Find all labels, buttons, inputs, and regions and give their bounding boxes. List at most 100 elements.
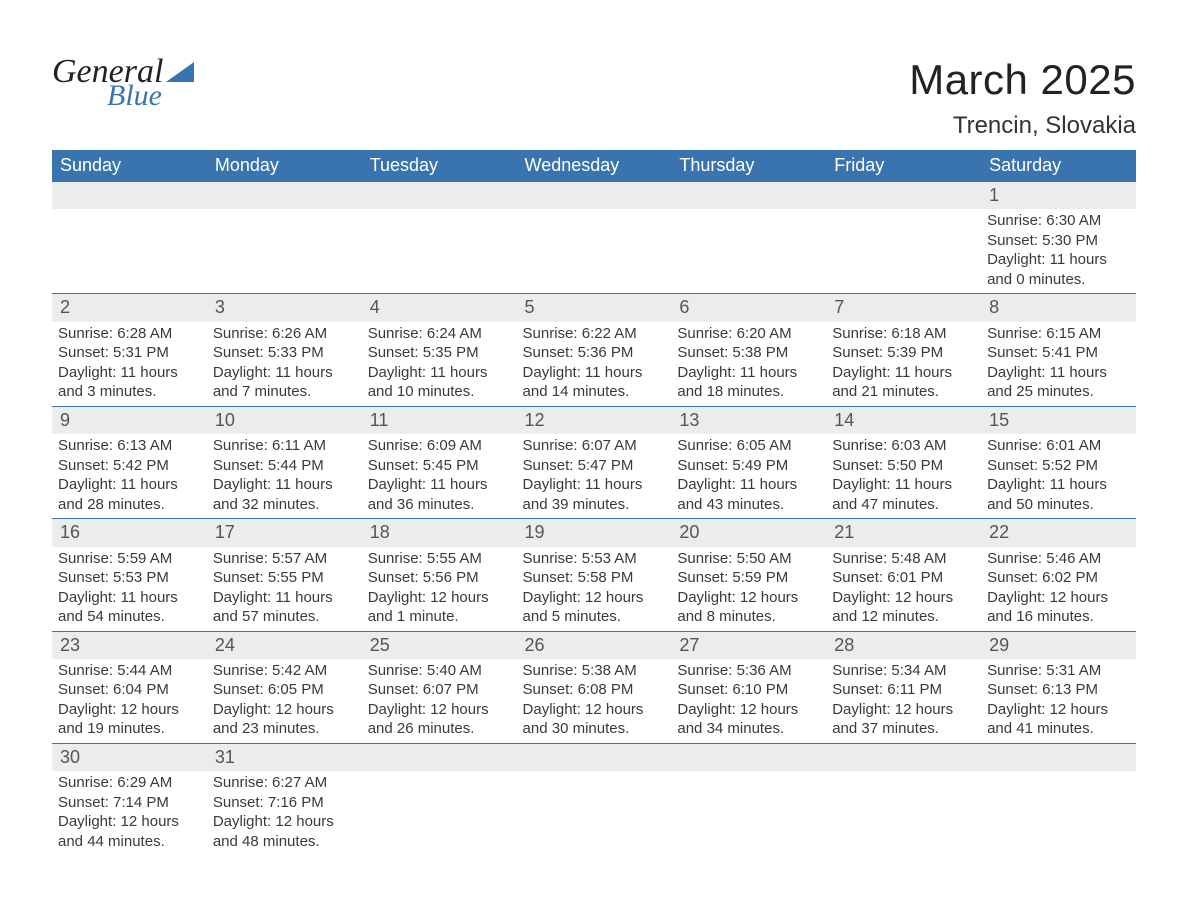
day-detail-cell — [207, 209, 362, 294]
daylight-line2: and 32 minutes. — [213, 495, 356, 515]
sunset: Sunset: 5:31 PM — [58, 343, 201, 363]
day-number-cell: 21 — [826, 519, 981, 547]
day-detail-cell: Sunrise: 6:29 AMSunset: 7:14 PMDaylight:… — [52, 771, 207, 855]
daylight-line1: Daylight: 12 hours — [58, 812, 201, 832]
sunrise: Sunrise: 5:59 AM — [58, 549, 201, 569]
daylight-line1: Daylight: 11 hours — [832, 475, 975, 495]
sunrise: Sunrise: 6:03 AM — [832, 436, 975, 456]
sunset: Sunset: 6:10 PM — [677, 680, 820, 700]
sunrise: Sunrise: 6:18 AM — [832, 324, 975, 344]
day-number-cell — [517, 743, 672, 771]
daylight-line1: Daylight: 12 hours — [368, 700, 511, 720]
day-detail-cell: Sunrise: 6:03 AMSunset: 5:50 PMDaylight:… — [826, 434, 981, 519]
col-header: Saturday — [981, 150, 1136, 182]
sunrise: Sunrise: 5:50 AM — [677, 549, 820, 569]
daylight-line1: Daylight: 11 hours — [213, 588, 356, 608]
daylight-line2: and 7 minutes. — [213, 382, 356, 402]
day-detail-cell — [517, 771, 672, 855]
daylight-line1: Daylight: 12 hours — [58, 700, 201, 720]
daylight-line1: Daylight: 12 hours — [368, 588, 511, 608]
sunset: Sunset: 5:45 PM — [368, 456, 511, 476]
day-detail-cell: Sunrise: 6:28 AMSunset: 5:31 PMDaylight:… — [52, 322, 207, 407]
daylight-line1: Daylight: 11 hours — [987, 475, 1130, 495]
day-number-cell — [52, 182, 207, 209]
sunset: Sunset: 5:30 PM — [987, 231, 1130, 251]
daylight-line2: and 25 minutes. — [987, 382, 1130, 402]
sunrise: Sunrise: 6:28 AM — [58, 324, 201, 344]
sunset: Sunset: 5:50 PM — [832, 456, 975, 476]
sunrise: Sunrise: 6:29 AM — [58, 773, 201, 793]
daylight-line2: and 43 minutes. — [677, 495, 820, 515]
sunrise: Sunrise: 5:55 AM — [368, 549, 511, 569]
day-detail-cell: Sunrise: 6:07 AMSunset: 5:47 PMDaylight:… — [517, 434, 672, 519]
day-number-cell: 20 — [671, 519, 826, 547]
sunrise: Sunrise: 6:09 AM — [368, 436, 511, 456]
daylight-line1: Daylight: 12 hours — [523, 588, 666, 608]
daylight-line2: and 41 minutes. — [987, 719, 1130, 739]
sunset: Sunset: 6:02 PM — [987, 568, 1130, 588]
daylight-line2: and 26 minutes. — [368, 719, 511, 739]
sunset: Sunset: 5:53 PM — [58, 568, 201, 588]
daylight-line1: Daylight: 11 hours — [213, 475, 356, 495]
day-detail-cell: Sunrise: 5:53 AMSunset: 5:58 PMDaylight:… — [517, 547, 672, 632]
daylight-line1: Daylight: 12 hours — [832, 700, 975, 720]
calendar-body: 1 Sunrise: 6:30 AMSunset: 5:30 PMDayligh… — [52, 182, 1136, 855]
daylight-line2: and 36 minutes. — [368, 495, 511, 515]
col-header: Wednesday — [517, 150, 672, 182]
day-detail-cell: Sunrise: 6:30 AMSunset: 5:30 PMDaylight:… — [981, 209, 1136, 294]
sunset: Sunset: 6:01 PM — [832, 568, 975, 588]
day-detail-cell: Sunrise: 6:01 AMSunset: 5:52 PMDaylight:… — [981, 434, 1136, 519]
day-detail-cell — [671, 209, 826, 294]
daylight-line1: Daylight: 12 hours — [677, 588, 820, 608]
daylight-line2: and 57 minutes. — [213, 607, 356, 627]
daylight-line2: and 34 minutes. — [677, 719, 820, 739]
day-number-cell: 4 — [362, 294, 517, 322]
day-number-cell: 28 — [826, 631, 981, 659]
daylight-line1: Daylight: 11 hours — [832, 363, 975, 383]
day-detail-cell: Sunrise: 6:11 AMSunset: 5:44 PMDaylight:… — [207, 434, 362, 519]
day-number-cell — [981, 743, 1136, 771]
sunset: Sunset: 5:39 PM — [832, 343, 975, 363]
day-number-cell: 14 — [826, 406, 981, 434]
daylight-line2: and 39 minutes. — [523, 495, 666, 515]
day-number-cell: 22 — [981, 519, 1136, 547]
day-detail-cell — [52, 209, 207, 294]
sunrise: Sunrise: 5:34 AM — [832, 661, 975, 681]
day-detail-cell: Sunrise: 5:34 AMSunset: 6:11 PMDaylight:… — [826, 659, 981, 744]
daylight-line1: Daylight: 11 hours — [677, 363, 820, 383]
logo-triangle-icon — [166, 62, 194, 82]
calendar-head: SundayMondayTuesdayWednesdayThursdayFrid… — [52, 150, 1136, 182]
sunrise: Sunrise: 5:48 AM — [832, 549, 975, 569]
day-detail-cell: Sunrise: 5:55 AMSunset: 5:56 PMDaylight:… — [362, 547, 517, 632]
day-detail-cell: Sunrise: 6:26 AMSunset: 5:33 PMDaylight:… — [207, 322, 362, 407]
col-header: Thursday — [671, 150, 826, 182]
daylight-line2: and 18 minutes. — [677, 382, 820, 402]
sunrise: Sunrise: 5:36 AM — [677, 661, 820, 681]
day-number-cell: 18 — [362, 519, 517, 547]
daylight-line1: Daylight: 12 hours — [987, 588, 1130, 608]
sunrise: Sunrise: 6:15 AM — [987, 324, 1130, 344]
sunrise: Sunrise: 6:11 AM — [213, 436, 356, 456]
sunset: Sunset: 6:11 PM — [832, 680, 975, 700]
day-number-cell: 6 — [671, 294, 826, 322]
daylight-line2: and 47 minutes. — [832, 495, 975, 515]
sunrise: Sunrise: 6:05 AM — [677, 436, 820, 456]
day-number-cell: 12 — [517, 406, 672, 434]
day-number-cell: 31 — [207, 743, 362, 771]
daylight-line1: Daylight: 11 hours — [987, 363, 1130, 383]
day-number-cell — [671, 743, 826, 771]
daylight-line2: and 5 minutes. — [523, 607, 666, 627]
logo-line2: Blue — [107, 82, 163, 111]
day-detail-cell: Sunrise: 6:22 AMSunset: 5:36 PMDaylight:… — [517, 322, 672, 407]
col-header: Monday — [207, 150, 362, 182]
day-detail-cell — [362, 209, 517, 294]
daylight-line1: Daylight: 12 hours — [523, 700, 666, 720]
day-number-cell: 25 — [362, 631, 517, 659]
sunset: Sunset: 6:13 PM — [987, 680, 1130, 700]
sunset: Sunset: 5:35 PM — [368, 343, 511, 363]
day-detail-cell: Sunrise: 6:09 AMSunset: 5:45 PMDaylight:… — [362, 434, 517, 519]
daylight-line1: Daylight: 11 hours — [368, 475, 511, 495]
logo: General Blue — [52, 56, 194, 111]
daylight-line2: and 28 minutes. — [58, 495, 201, 515]
day-detail-cell: Sunrise: 5:38 AMSunset: 6:08 PMDaylight:… — [517, 659, 672, 744]
